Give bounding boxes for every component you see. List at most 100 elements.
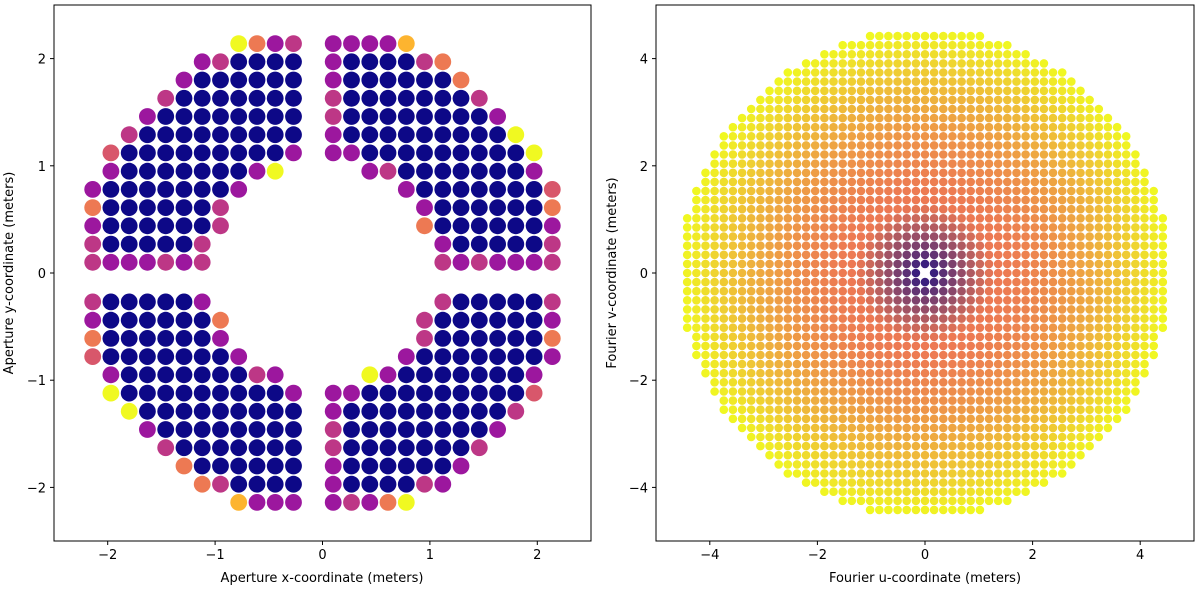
fourier-point — [911, 314, 921, 323]
aperture-point — [212, 162, 229, 180]
fourier-point — [710, 150, 719, 159]
fourier-point — [1003, 432, 1012, 442]
fourier-point — [810, 195, 820, 205]
fourier-point — [719, 405, 729, 415]
fourier-point — [1021, 259, 1030, 269]
fourier-point — [920, 314, 930, 323]
fourier-point — [984, 314, 994, 323]
aperture-point — [157, 162, 175, 180]
aperture-point — [525, 235, 543, 253]
fourier-point — [948, 350, 957, 360]
fourier-point — [920, 77, 930, 86]
fourier-point — [948, 68, 957, 77]
fourier-point — [810, 305, 820, 314]
fourier-point — [948, 214, 957, 223]
fourier-point — [829, 432, 838, 442]
fourier-point — [1057, 314, 1067, 323]
fourier-point — [975, 95, 985, 105]
fourier-point — [865, 496, 875, 506]
fourier-point — [801, 396, 811, 405]
fourier-point — [783, 241, 793, 250]
fourier-point — [710, 268, 719, 278]
fourier-point — [1103, 305, 1113, 314]
fourier-point — [783, 460, 793, 469]
fourier-point — [984, 441, 994, 451]
fourier-point — [756, 232, 765, 241]
fourier-point — [710, 332, 719, 342]
aperture-point — [361, 162, 379, 180]
aperture-point — [361, 439, 379, 457]
fourier-point — [920, 460, 930, 469]
aperture-point — [212, 144, 229, 162]
fourier-point — [810, 150, 820, 159]
fourier-point — [1039, 296, 1049, 305]
fourier-point — [939, 487, 948, 497]
fourier-point — [1057, 132, 1067, 141]
fourier-point — [911, 305, 921, 314]
aperture-point — [157, 421, 175, 438]
fourier-point — [856, 232, 866, 241]
fourier-point — [911, 332, 921, 342]
fourier-point — [1030, 323, 1040, 333]
fourier-point — [701, 350, 710, 360]
fourier-point — [865, 432, 875, 442]
fourier-x-ticks: −4 −2 0 2 4 — [700, 541, 1144, 563]
aperture-point — [212, 457, 229, 475]
fourier-point — [1067, 232, 1076, 241]
fourier-point — [1039, 359, 1049, 369]
fourier-point — [692, 250, 701, 260]
fourier-point — [966, 168, 975, 178]
fourier-point — [893, 268, 902, 278]
fourier-point — [810, 250, 820, 260]
fourier-point — [792, 168, 802, 178]
fourier-point — [984, 86, 994, 96]
fourier-point — [875, 460, 884, 469]
aperture-point — [543, 311, 561, 329]
fourier-point — [1003, 132, 1012, 141]
aperture-point — [230, 421, 248, 438]
fourier-point — [920, 59, 930, 68]
fourier-point — [801, 460, 811, 469]
fourier-point — [820, 323, 829, 333]
fourier-point — [856, 469, 866, 478]
aperture-point — [489, 384, 506, 402]
fourier-point — [1003, 314, 1012, 323]
fourier-point — [902, 150, 911, 159]
aperture-point — [434, 71, 452, 89]
fourier-point — [957, 250, 966, 260]
aperture-point — [120, 384, 138, 402]
fourier-point — [884, 122, 893, 132]
fourier-point — [810, 341, 820, 351]
fourier-point — [1103, 423, 1113, 433]
fourier-point — [920, 95, 930, 105]
fourier-point — [911, 359, 921, 369]
aperture-point — [193, 162, 211, 180]
fourier-point — [902, 132, 911, 141]
fourier-point — [774, 387, 783, 396]
fourier-point — [939, 277, 948, 287]
fourier-point — [865, 268, 875, 278]
aperture-point — [507, 293, 525, 311]
aperture-point — [507, 217, 525, 235]
fourier-point — [1003, 141, 1012, 150]
fourier-point — [948, 305, 957, 314]
fourier-point — [948, 405, 957, 415]
fourier-point — [701, 214, 710, 223]
fourier-point — [1149, 350, 1158, 360]
fourier-point — [1012, 277, 1021, 287]
fourier-point — [902, 250, 911, 260]
fourier-point — [911, 241, 921, 250]
fourier-point — [939, 150, 948, 159]
fourier-point — [975, 478, 985, 487]
fourier-point — [728, 177, 738, 187]
fourier-point — [1094, 204, 1104, 214]
fourier-point — [1003, 469, 1012, 478]
fourier-point — [1112, 368, 1122, 378]
aperture-point — [361, 475, 379, 493]
fourier-point — [1012, 405, 1021, 415]
fourier-point — [838, 350, 847, 360]
fourier-point — [1076, 359, 1085, 369]
fourier-point — [1131, 214, 1140, 223]
fourier-point — [820, 214, 829, 223]
fourier-point — [801, 359, 811, 369]
